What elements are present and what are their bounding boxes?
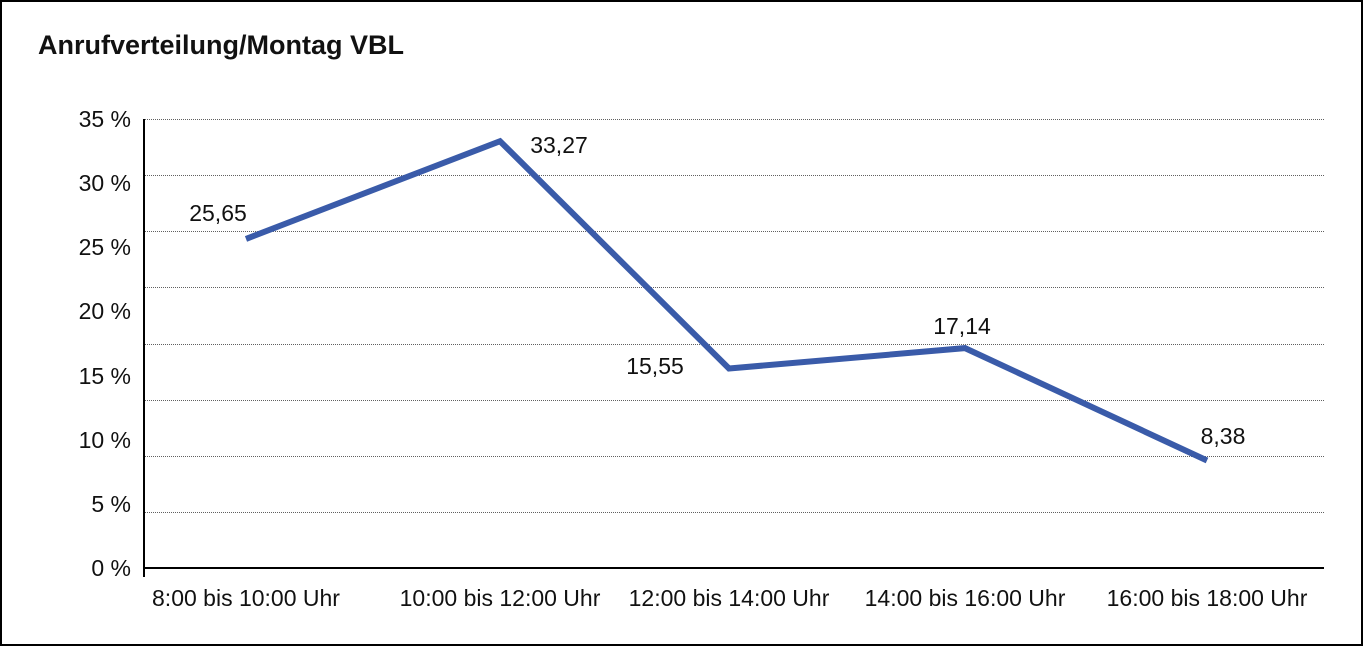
gridline [143,287,1324,288]
y-axis-line [143,119,145,577]
y-tick-label: 15 % [78,363,131,389]
x-tick-label: 16:00 bis 18:00 Uhr [1106,585,1308,611]
data-line [244,137,1209,464]
y-tick-label: 10 % [78,427,131,453]
y-tick-label: 5 % [91,491,131,517]
gridline [143,231,1324,232]
x-tick-label: 8:00 bis 10:00 Uhr [152,585,340,611]
gridline [143,400,1324,401]
gridline [143,512,1324,513]
data-point-label: 33,27 [530,132,588,158]
y-tick-label: 20 % [78,298,131,324]
y-tick-label: 0 % [91,555,131,581]
y-tick-label: 25 % [78,234,131,260]
gridline [143,456,1324,457]
x-tick-label: 12:00 bis 14:00 Uhr [628,585,830,611]
y-tick-label: 30 % [78,170,131,196]
data-point-label: 25,65 [189,200,247,226]
x-tick-label: 14:00 bis 16:00 Uhr [864,585,1066,611]
data-point-label: 15,55 [626,353,684,379]
gridline [143,175,1324,176]
y-tick-label: 35 % [78,106,131,132]
data-point-label: 8,38 [1200,423,1246,449]
x-tick-label: 10:00 bis 12:00 Uhr [399,585,601,611]
chart-title: Anrufverteilung/Montag VBL [38,30,404,60]
data-point-label: 17,14 [933,313,991,339]
x-axis-line [143,567,1324,569]
gridline [143,119,1324,120]
gridline [143,344,1324,345]
